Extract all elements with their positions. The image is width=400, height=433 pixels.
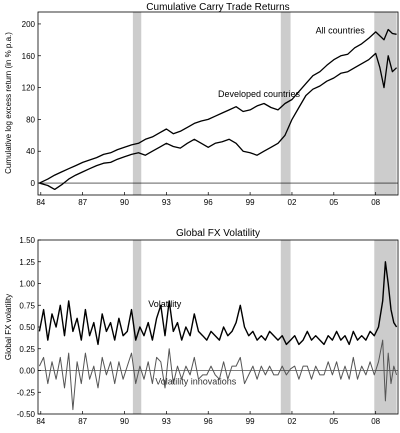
- y-tick-label: -0.25: [17, 388, 36, 397]
- plot-frame: [37, 11, 399, 196]
- cumulative-returns-chart: Cumulative Carry Trade Returns Cumulativ…: [4, 2, 399, 207]
- series-line: [39, 28, 397, 184]
- y-tick-label: 200: [22, 20, 36, 29]
- x-tick-label: 87: [78, 198, 87, 207]
- x-tick-label: 84: [36, 417, 45, 426]
- series-line: [38, 261, 398, 346]
- y-axis-label: Cumulative log excess return (in % p.a.): [4, 32, 13, 174]
- x-tick-label: 05: [329, 198, 338, 207]
- x-tick-label: 02: [288, 198, 297, 207]
- y-axis-label: Global FX volatility: [4, 294, 13, 360]
- series-annotation: All countries: [316, 25, 366, 35]
- series-annotation: Developed countries: [218, 89, 301, 99]
- series-line: [38, 339, 398, 411]
- y-tick-label: 1.25: [19, 258, 35, 267]
- x-tick-label: 08: [371, 417, 380, 426]
- y-tick-label: -0.50: [17, 410, 36, 419]
- recession-band: [132, 12, 142, 195]
- recession-band: [280, 240, 291, 414]
- x-tick-label: 05: [329, 417, 338, 426]
- x-tick-label: 96: [204, 198, 213, 207]
- x-tick-label: 90: [120, 198, 129, 207]
- y-tick-label: 0.00: [19, 367, 35, 376]
- x-tick-label: 93: [162, 198, 171, 207]
- x-tick-label: 99: [246, 417, 255, 426]
- x-tick-label: 90: [120, 417, 129, 426]
- y-tick-label: 0: [31, 179, 36, 188]
- series-annotation: Volatility: [148, 299, 182, 309]
- x-tick-label: 96: [204, 417, 213, 426]
- y-tick-label: 120: [22, 84, 36, 93]
- chart-title: Global FX Volatility: [176, 228, 260, 239]
- y-tick-label: 1.50: [19, 236, 35, 245]
- fx-volatility-chart: Global FX Volatility Global FX volatilit…: [4, 228, 399, 426]
- y-tick-label: 80: [26, 115, 35, 124]
- y-tick-label: 0.25: [19, 345, 35, 354]
- x-tick-label: 84: [36, 198, 45, 207]
- x-tick-label: 93: [162, 417, 171, 426]
- y-tick-label: 160: [22, 52, 36, 61]
- y-tick-label: 40: [26, 147, 35, 156]
- recession-band: [132, 240, 142, 414]
- y-tick-label: 0.75: [19, 301, 35, 310]
- series-line: [39, 52, 398, 191]
- y-tick-label: 1.00: [19, 280, 35, 289]
- x-tick-label: 08: [371, 198, 380, 207]
- x-tick-label: 02: [288, 417, 297, 426]
- x-tick-label: 87: [78, 417, 87, 426]
- recession-band: [374, 12, 397, 195]
- chart-title: Cumulative Carry Trade Returns: [146, 2, 289, 13]
- x-tick-label: 99: [246, 198, 255, 207]
- y-tick-label: 0.50: [19, 323, 35, 332]
- series-annotation: Volatility innovations: [155, 376, 237, 386]
